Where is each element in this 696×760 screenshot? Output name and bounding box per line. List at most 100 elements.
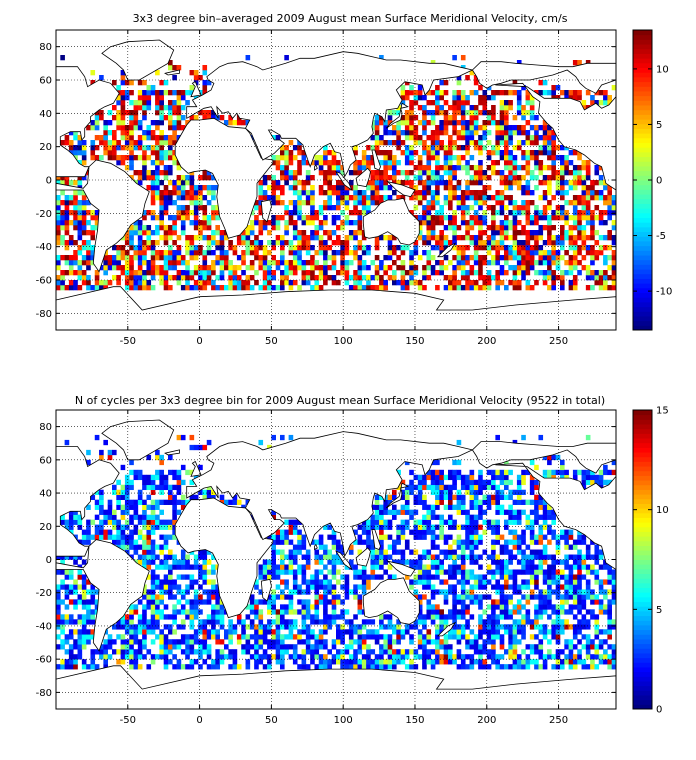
bin-cell [465, 205, 470, 211]
bin-cell [478, 125, 483, 131]
bin-cell [361, 200, 367, 206]
bin-cell [327, 205, 332, 211]
bin-cell [327, 185, 332, 191]
bin-cell [297, 240, 302, 246]
bin-cell [456, 474, 462, 481]
bin-cell [73, 534, 78, 540]
bin-cell [568, 95, 574, 101]
bin-cell [590, 220, 595, 226]
bin-cell [137, 155, 143, 161]
bin-cell [473, 180, 479, 186]
bin-cell [435, 105, 440, 111]
bin-cell [400, 250, 406, 256]
bin-cell [275, 649, 281, 655]
bin-cell [327, 664, 332, 670]
bin-cell [581, 245, 587, 251]
bin-cell [155, 175, 160, 181]
bin-cell [422, 494, 427, 500]
bin-cell [180, 255, 186, 261]
bin-cell [529, 115, 535, 121]
bin-cell [116, 125, 121, 131]
bin-cell [456, 110, 462, 116]
bin-cell [443, 494, 449, 500]
bin-cell [400, 85, 406, 91]
bin-cell [353, 165, 358, 171]
bin-cell [529, 245, 535, 251]
bin-cell [417, 175, 423, 181]
bin-cell [448, 494, 453, 500]
bin-cell [504, 185, 509, 191]
bin-cell [137, 235, 143, 241]
bin-cell [607, 235, 612, 241]
bin-cell [310, 185, 315, 191]
bin-cell [499, 604, 505, 610]
bin-cell [460, 559, 466, 565]
bin-cell [168, 155, 173, 161]
bin-cell [142, 95, 147, 101]
bin-cell [538, 150, 544, 156]
bin-cell [146, 130, 152, 136]
bin-cell [90, 125, 96, 131]
bin-cell [292, 659, 298, 665]
bin-cell [525, 260, 531, 266]
bin-cell [305, 609, 311, 615]
bin-cell [292, 270, 298, 276]
bin-cell [176, 489, 182, 496]
bin-cell [370, 554, 376, 560]
bin-cell [460, 544, 466, 550]
bin-cell [396, 245, 401, 251]
bin-cell [146, 624, 152, 630]
bin-cell [430, 564, 436, 570]
bin-cell [469, 180, 475, 186]
bin-cell [150, 499, 156, 505]
bin-cell [551, 85, 556, 91]
bin-cell [478, 205, 483, 211]
bin-cell [435, 135, 440, 141]
bin-cell [448, 524, 453, 530]
bin-cell [292, 260, 298, 266]
bin-cell [189, 250, 195, 256]
bin-cell [417, 195, 423, 201]
bin-cell [336, 614, 341, 620]
bin-cell [198, 594, 203, 600]
bin-cell [331, 614, 337, 620]
bin-cell [150, 569, 156, 575]
bin-cell [142, 549, 147, 555]
bin-cell [491, 210, 496, 216]
bin-cell [422, 514, 427, 520]
bin-cell [193, 579, 199, 585]
bin-cell [215, 599, 220, 605]
colorbar-segment [633, 34, 652, 40]
bin-cell [99, 649, 104, 655]
bin-cell [426, 634, 432, 640]
bin-cell [336, 250, 341, 256]
bin-cell [301, 160, 307, 166]
bin-cell [577, 180, 582, 186]
bin-cell [301, 280, 307, 286]
bin-cell [129, 624, 134, 630]
bin-cell [392, 190, 397, 196]
bin-cell [271, 619, 276, 625]
bin-cell [142, 479, 147, 486]
bin-cell [478, 275, 483, 281]
bin-cell [336, 634, 341, 640]
bin-cell [172, 265, 177, 271]
bin-cell [426, 175, 432, 181]
bin-cell [482, 135, 488, 141]
bin-cell [439, 240, 444, 246]
bin-cell [172, 474, 177, 481]
bin-cell [137, 95, 143, 101]
bin-cell [318, 190, 324, 196]
bin-cell [327, 599, 332, 605]
bin-cell [284, 624, 289, 630]
bin-cell [585, 275, 591, 281]
bin-cell [150, 130, 156, 136]
bin-cell [249, 250, 255, 256]
bin-cell [73, 190, 78, 196]
bin-cell [611, 205, 617, 211]
bin-cell [460, 265, 466, 271]
bin-cell [137, 654, 143, 660]
bin-cell [495, 120, 500, 126]
bin-cell [572, 200, 578, 206]
bin-cell [271, 245, 276, 251]
